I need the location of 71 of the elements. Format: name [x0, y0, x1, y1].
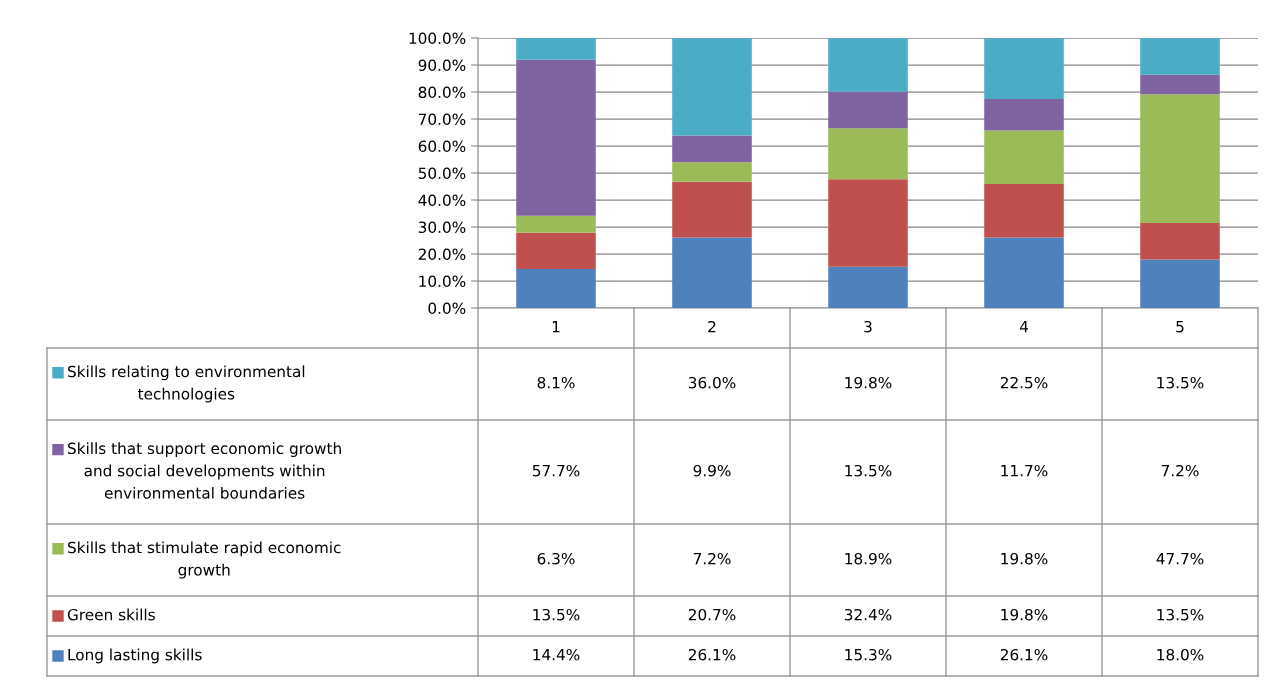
data-label: 19.8%: [1001, 552, 1048, 565]
bar: [1140, 259, 1220, 308]
bar: [672, 237, 752, 308]
legend-label: Skills that support economic growth and social developments within environmental boundaries: [68, 442, 341, 499]
data-label: 20.7%: [688, 608, 736, 621]
bar: [984, 184, 1064, 238]
y-tick-label: 100.0%: [409, 32, 466, 45]
y-tick-label: 10.0%: [419, 275, 466, 288]
legend-label: Skills that stimulate rapid economic growth: [68, 541, 341, 579]
y-tick-label: 60.0%: [418, 140, 466, 153]
bar: [984, 237, 1064, 308]
bar: [516, 269, 596, 308]
data-label: 47.7%: [1156, 552, 1204, 565]
bar: [984, 38, 1064, 100]
data-label: 19.8%: [845, 376, 892, 389]
data-label: 26.1%: [688, 648, 736, 661]
data-label: 13.5%: [1157, 376, 1204, 389]
data-label: 18.0%: [1157, 648, 1204, 661]
bar: [1140, 38, 1220, 75]
legend-label: Long lasting skills: [68, 648, 202, 664]
y-tick-label: 90.0%: [418, 59, 466, 72]
bar: [516, 215, 596, 233]
y-tick-label: 0.0%: [428, 302, 466, 315]
data-label: 13.5%: [533, 608, 580, 621]
data-label: 13.5%: [1157, 608, 1204, 621]
x-tick-label: 1: [552, 321, 560, 333]
bar: [1140, 94, 1220, 223]
y-tick-label: 30.0%: [418, 221, 466, 234]
legend-label: Skills relating to environmental technologies: [68, 365, 305, 403]
y-tick-label: 50.0%: [418, 167, 466, 180]
bar: [672, 181, 752, 238]
data-label: 7.2%: [1161, 464, 1199, 477]
bar: [516, 38, 596, 60]
data-label: 18.9%: [845, 552, 892, 565]
bar: [672, 162, 752, 182]
bar: [984, 99, 1064, 131]
data-label: 11.7%: [1001, 464, 1048, 477]
data-label: 15.3%: [845, 648, 892, 661]
bar: [828, 266, 908, 308]
bar: [828, 91, 908, 129]
data-label: 57.7%: [532, 464, 580, 477]
y-tick-label: 20.0%: [418, 248, 466, 261]
y-tick-label: 40.0%: [418, 194, 466, 207]
bar: [828, 38, 908, 92]
data-label: 13.5%: [845, 464, 892, 477]
data-label: 14.4%: [533, 648, 580, 661]
x-tick-label: 5: [1176, 321, 1184, 333]
bar: [828, 179, 908, 267]
data-label: 36.0%: [688, 376, 736, 389]
bar: [672, 135, 752, 163]
data-label: 32.4%: [844, 608, 892, 621]
bar: [984, 130, 1064, 185]
data-label: 6.3%: [537, 552, 575, 565]
y-tick-label: 70.0%: [418, 113, 466, 126]
bar: [1140, 74, 1220, 95]
data-label: 22.5%: [1000, 376, 1048, 389]
bar: [516, 59, 596, 216]
data-label: 9.9%: [693, 464, 731, 477]
x-tick-label: 3: [864, 320, 872, 333]
data-label: 7.2%: [693, 552, 731, 565]
x-tick-label: 2: [708, 320, 716, 333]
legend-label: Green skills: [67, 608, 155, 621]
bar: [516, 232, 596, 270]
y-tick-label: 80.0%: [418, 86, 466, 99]
bar: [1140, 222, 1220, 260]
data-label: 8.1%: [537, 376, 575, 389]
bar: [672, 38, 752, 136]
bar: [828, 128, 908, 180]
data-label: 26.1%: [1000, 648, 1048, 661]
data-label: 19.8%: [1001, 608, 1048, 621]
x-tick-label: 4: [1019, 321, 1028, 333]
